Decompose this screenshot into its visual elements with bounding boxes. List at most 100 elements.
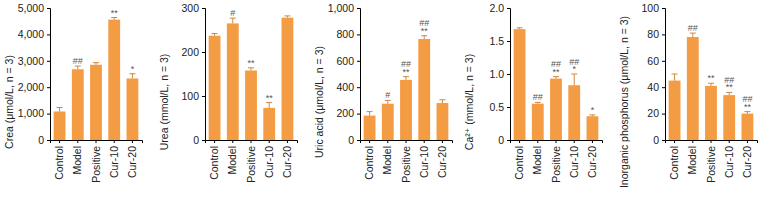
- figure: ##***01,0002,0003,0004,0005,000ControlMo…: [0, 0, 771, 205]
- tick-label: Control: [668, 146, 680, 180]
- error-bar: [517, 28, 523, 29]
- error-bar: [284, 16, 290, 18]
- tick-label: Positive: [400, 146, 412, 183]
- tick-mark: [232, 140, 233, 143]
- tick-label: 3,000: [18, 55, 44, 67]
- significance-label: **: [707, 73, 715, 83]
- annotations: ####**##**: [533, 57, 595, 115]
- bar: [382, 104, 394, 140]
- tick-label: 0: [498, 134, 504, 146]
- tick-label: Model: [226, 146, 238, 175]
- tick-label: 0: [653, 134, 659, 146]
- annotations: ###**##**: [385, 18, 429, 100]
- tick-label: Model: [531, 146, 543, 175]
- tick: Positive: [400, 140, 412, 183]
- tick-mark: [662, 87, 665, 88]
- tick-mark: [662, 114, 665, 115]
- tick: 100: [181, 90, 205, 102]
- bar: [568, 85, 580, 140]
- tick-mark: [202, 52, 205, 53]
- tick: Control: [208, 140, 220, 180]
- error-bar: [248, 68, 254, 71]
- tick-mark: [357, 8, 360, 9]
- bar: [705, 86, 717, 140]
- error-stem: [369, 112, 370, 116]
- error-bar: [708, 83, 714, 86]
- error-bar: [439, 100, 445, 103]
- tick-label: Control: [208, 146, 220, 180]
- x-axis: ControlModelPositiveCur-10Cur-20: [666, 140, 758, 183]
- error-bar: [111, 18, 117, 20]
- tick: 800: [336, 28, 360, 40]
- tick: 20: [647, 107, 665, 119]
- tick-mark: [357, 87, 360, 88]
- error-bar: [75, 66, 81, 69]
- tick: Model: [531, 140, 543, 175]
- significance-label: ##: [533, 92, 543, 102]
- tick-label: Cur-20: [741, 146, 753, 178]
- tick-label: 300: [181, 2, 199, 14]
- bar: [54, 111, 66, 140]
- significance-label: ##: [73, 56, 83, 66]
- tick-label: 60: [647, 55, 659, 67]
- tick-mark: [357, 34, 360, 35]
- y-axis: 01,0002,0003,0004,0005,000: [18, 2, 51, 146]
- tick: 600: [336, 55, 360, 67]
- significance-label: *: [591, 105, 595, 115]
- error-bar: [403, 77, 409, 80]
- tick-label: 100: [181, 90, 199, 102]
- x-axis: ControlModelPositiveCur-10Cur-20: [361, 140, 453, 183]
- tick: Cur-10: [108, 140, 120, 178]
- tick-label: 200: [181, 46, 199, 58]
- axis-line: [202, 9, 206, 141]
- tick: Model: [226, 140, 238, 175]
- tick-label: 0: [38, 134, 44, 146]
- tick: 0: [193, 134, 205, 146]
- error-bar: [367, 112, 373, 116]
- tick-label: Cur-10: [568, 146, 580, 178]
- error-stem: [692, 33, 693, 37]
- tick-label: 1,000: [328, 2, 354, 14]
- error-bar: [212, 34, 218, 36]
- significance-label: **: [421, 26, 429, 36]
- tick: 0.5: [489, 101, 510, 113]
- error-stem: [674, 74, 675, 81]
- tick: Positive: [245, 140, 257, 183]
- tick-mark: [574, 140, 575, 143]
- tick: Cur-10: [418, 140, 430, 178]
- tick: 1.5: [489, 35, 510, 47]
- axis-line: [361, 141, 453, 144]
- tick-label: 5,000: [18, 2, 44, 14]
- tick: 200: [336, 107, 360, 119]
- tick-mark: [357, 61, 360, 62]
- y-axis: 00.51.01.52.0: [489, 2, 510, 146]
- tick: Control: [668, 140, 680, 180]
- tick-label: 600: [336, 55, 354, 67]
- tick-mark: [711, 140, 712, 143]
- tick-mark: [77, 140, 78, 143]
- bar: [282, 18, 294, 140]
- bar: [364, 116, 376, 140]
- tick: Control: [53, 140, 65, 180]
- tick: 5,000: [18, 2, 50, 14]
- error-stem: [232, 18, 233, 23]
- tick-label: Control: [363, 146, 375, 180]
- tick-mark: [47, 87, 50, 88]
- significance-label: **: [402, 67, 410, 77]
- tick-mark: [507, 8, 510, 9]
- tick-label: Control: [513, 146, 525, 180]
- error-bar: [385, 100, 391, 103]
- error-cap: [672, 74, 678, 75]
- tick-mark: [214, 140, 215, 143]
- tick-mark: [537, 140, 538, 143]
- error-bar: [129, 74, 135, 79]
- error-cap: [439, 99, 445, 100]
- tick-mark: [747, 140, 748, 143]
- tick: Positive: [550, 140, 562, 183]
- bar: [209, 36, 221, 140]
- tick-label: Positive: [705, 146, 717, 183]
- tick-label: 400: [336, 81, 354, 93]
- tick-label: 0: [348, 134, 354, 146]
- x-axis: ControlModelPositiveCur-10Cur-20: [206, 140, 298, 183]
- tick: Control: [363, 140, 375, 180]
